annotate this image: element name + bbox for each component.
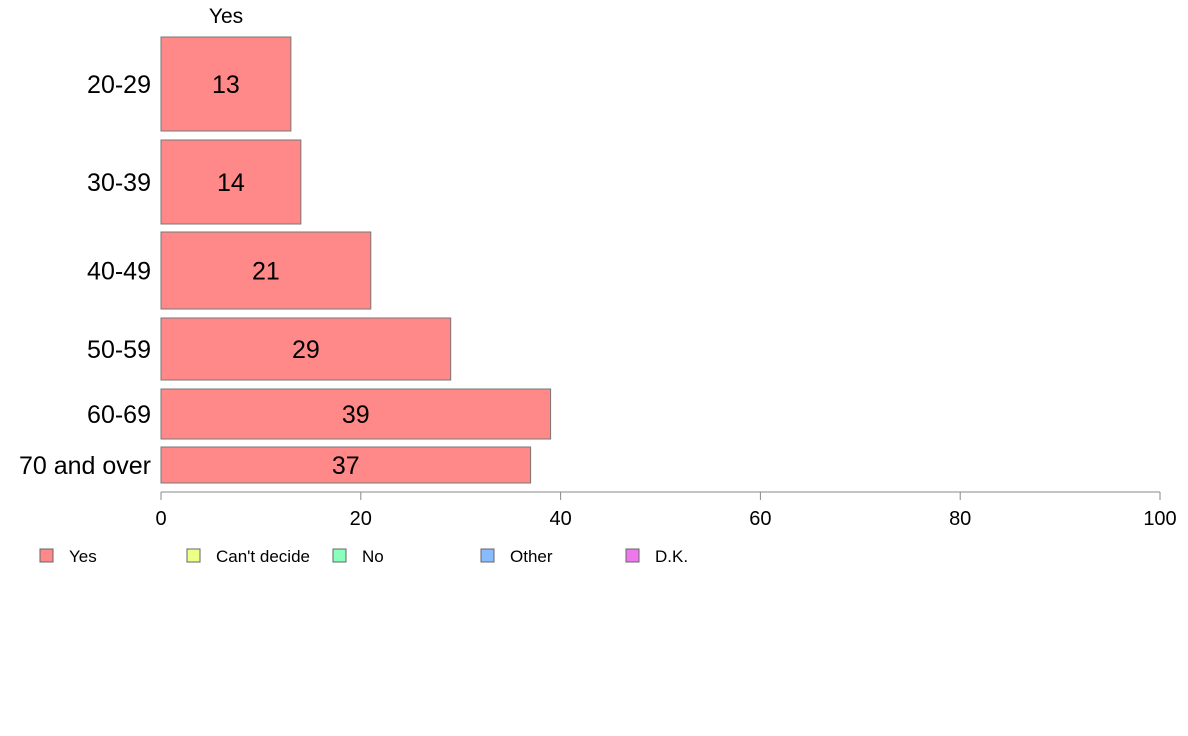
data-label: 21 (252, 258, 280, 286)
data-label: 39 (342, 401, 370, 429)
bar-70-and-over (160, 446, 532, 484)
legend-item: No (332, 547, 384, 566)
bar-50-59 (160, 317, 452, 381)
bar-20-29 (160, 36, 292, 132)
legend-label: Yes (69, 547, 97, 566)
column-header: Yes (209, 5, 243, 28)
bar-40-49 (160, 231, 372, 310)
legend-swatch (480, 548, 495, 563)
data-label: 13 (212, 71, 240, 99)
x-tick-label: 100 (1143, 508, 1176, 530)
x-tick-label: 80 (949, 508, 971, 530)
legend-item: Yes (39, 547, 97, 566)
x-tick-label: 20 (350, 508, 372, 530)
x-tick-label: 40 (549, 508, 571, 530)
legend-label: D.K. (655, 547, 688, 566)
x-axis: 0 20 40 60 80 100 (155, 491, 1177, 530)
data-label: 29 (292, 336, 320, 364)
category-label: 20-29 (87, 71, 151, 99)
data-label: 37 (332, 452, 360, 480)
bars: 20-29 13 30-39 14 40-49 21 50-59 29 60-69 39 70 an… (19, 36, 552, 484)
legend-swatch (332, 548, 347, 563)
legend-label: Can't decide (216, 547, 310, 566)
category-label: 40-49 (87, 258, 151, 286)
legend-item: Other (480, 547, 553, 566)
legend-swatch (625, 548, 640, 563)
bar-60-69 (160, 388, 552, 440)
legend-item: D.K. (625, 547, 688, 566)
legend-swatch (186, 548, 201, 563)
category-label: 70 and over (19, 452, 151, 480)
legend-swatch (39, 548, 54, 563)
legend-item: Can't decide (186, 547, 310, 566)
category-label: 30-39 (87, 169, 151, 197)
x-tick-label: 60 (749, 508, 771, 530)
x-tick-label: 0 (155, 508, 166, 530)
category-label: 50-59 (87, 336, 151, 364)
legend-label: No (362, 547, 384, 566)
category-label: 60-69 (87, 401, 151, 429)
data-label: 14 (217, 169, 245, 197)
legend-label: Other (510, 547, 553, 566)
legend: Yes Can't decide No Other D.K. (39, 547, 688, 566)
bar-30-39 (160, 139, 302, 225)
